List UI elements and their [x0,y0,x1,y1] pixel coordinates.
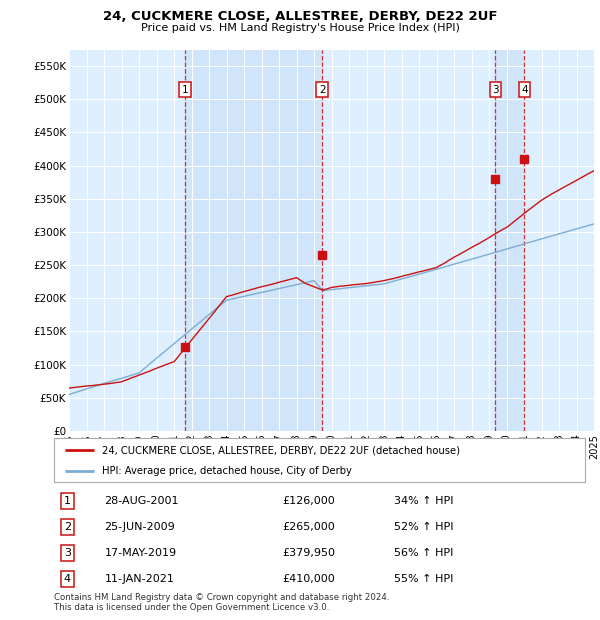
Text: 4: 4 [64,574,71,584]
Text: 34% ↑ HPI: 34% ↑ HPI [394,496,454,506]
Text: 2: 2 [319,85,326,95]
Text: 55% ↑ HPI: 55% ↑ HPI [394,574,453,584]
Text: £126,000: £126,000 [283,496,335,506]
Text: 17-MAY-2019: 17-MAY-2019 [104,548,176,558]
Text: 1: 1 [182,85,188,95]
Text: 2: 2 [64,522,71,532]
Text: 3: 3 [492,85,499,95]
Text: 11-JAN-2021: 11-JAN-2021 [104,574,175,584]
Text: Contains HM Land Registry data © Crown copyright and database right 2024.
This d: Contains HM Land Registry data © Crown c… [54,593,389,612]
Bar [185,50,322,431]
Bar [496,50,524,431]
Text: £265,000: £265,000 [283,522,335,532]
Text: 52% ↑ HPI: 52% ↑ HPI [394,522,454,532]
Text: Price paid vs. HM Land Registry's House Price Index (HPI): Price paid vs. HM Land Registry's House … [140,23,460,33]
Text: 4: 4 [521,85,528,95]
Text: HPI: Average price, detached house, City of Derby: HPI: Average price, detached house, City… [102,466,352,476]
FancyBboxPatch shape [54,438,585,482]
Text: £379,950: £379,950 [283,548,335,558]
Text: 24, CUCKMERE CLOSE, ALLESTREE, DERBY, DE22 2UF (detached house): 24, CUCKMERE CLOSE, ALLESTREE, DERBY, DE… [102,445,460,455]
Text: 3: 3 [64,548,71,558]
Text: 24, CUCKMERE CLOSE, ALLESTREE, DERBY, DE22 2UF: 24, CUCKMERE CLOSE, ALLESTREE, DERBY, DE… [103,10,497,23]
Text: 56% ↑ HPI: 56% ↑ HPI [394,548,453,558]
Text: £410,000: £410,000 [283,574,335,584]
Text: 1: 1 [64,496,71,506]
Text: 25-JUN-2009: 25-JUN-2009 [104,522,175,532]
Text: 28-AUG-2001: 28-AUG-2001 [104,496,179,506]
